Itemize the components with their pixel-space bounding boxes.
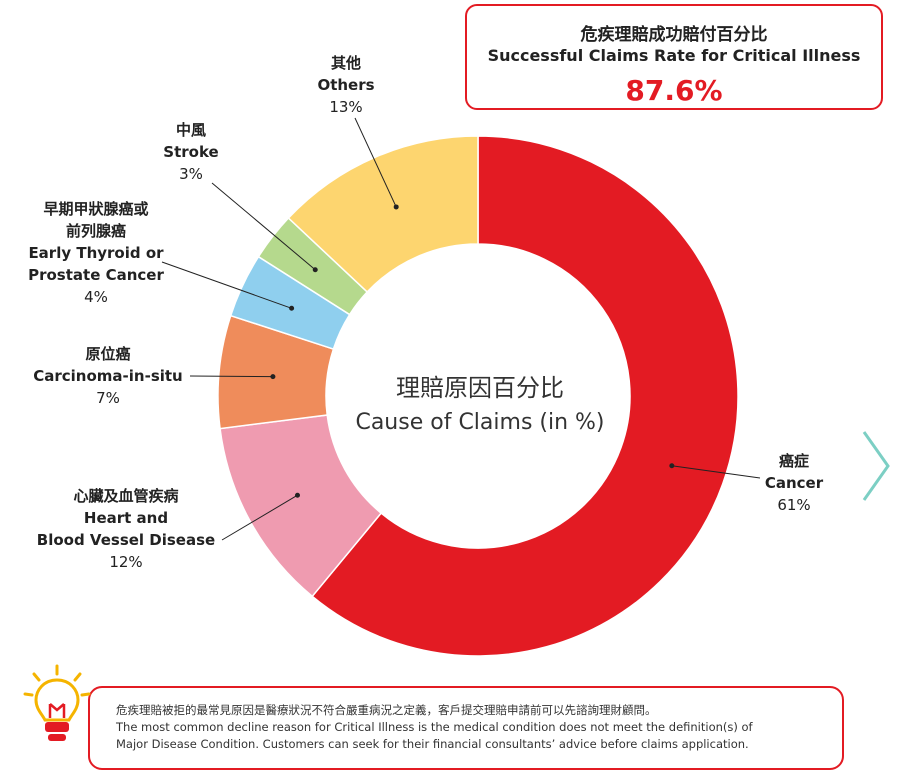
leader-dot-4 — [312, 267, 318, 273]
chevron-right-icon[interactable] — [858, 428, 892, 504]
note-en-line2: Major Disease Condition. Customers can s… — [116, 737, 749, 751]
label-early-thyroid: 早期甲狀腺癌或 前列腺癌 Early Thyroid or Prostate C… — [12, 198, 180, 308]
note-box: 危疾理賠被拒的最常見原因是醫療狀況不符合嚴重病況之定義，客戶提交理賠申請前可以先… — [88, 686, 844, 770]
label-carcinoma: 原位癌 Carcinoma-in-situ 7% — [22, 343, 194, 409]
success-rate-title-zh: 危疾理賠成功賠付百分比 — [580, 25, 768, 45]
slice-5 — [287, 135, 479, 294]
label-stroke-en: Stroke — [163, 143, 219, 161]
label-heart-en-2: Blood Vessel Disease — [36, 531, 216, 549]
leader-dot-3 — [289, 305, 295, 311]
leader-dot-1 — [294, 492, 300, 498]
leader-line-3 — [161, 261, 292, 309]
label-early-thyroid-en-1: Early Thyroid or — [28, 244, 164, 262]
lightbulb-icon — [23, 664, 91, 741]
label-heart-pct: 12% — [109, 553, 143, 571]
chart-title-zh: 理賠原因百分比 — [396, 374, 564, 402]
label-early-thyroid-zh-1: 早期甲狀腺癌或 — [43, 200, 149, 218]
label-stroke-zh: 中風 — [175, 121, 206, 139]
leader-lines — [161, 117, 761, 541]
note-text: 危疾理賠被拒的最常見原因是醫療狀況不符合嚴重病況之定義，客戶提交理賠申請前可以先… — [116, 702, 826, 753]
success-rate-box: 危疾理賠成功賠付百分比 Successful Claims Rate for C… — [465, 4, 883, 110]
label-carcinoma-pct: 7% — [96, 389, 120, 407]
label-cancer: 癌症 Cancer 61% — [744, 450, 844, 516]
chart-title-en: Cause of Claims (in %) — [355, 410, 605, 435]
label-early-thyroid-pct: 4% — [84, 288, 108, 306]
label-cancer-zh: 癌症 — [778, 452, 809, 470]
success-rate-title-en: Successful Claims Rate for Critical Illn… — [487, 46, 861, 65]
label-carcinoma-en: Carcinoma-in-situ — [33, 367, 183, 385]
leader-dot-5 — [393, 204, 399, 210]
label-early-thyroid-zh-2: 前列腺癌 — [65, 222, 126, 240]
note-zh: 危疾理賠被拒的最常見原因是醫療狀況不符合嚴重病況之定義，客戶提交理賠申請前可以先… — [116, 703, 657, 717]
label-heart: 心臟及血管疾病 Heart and Blood Vessel Disease 1… — [30, 485, 222, 573]
label-cancer-pct: 61% — [777, 496, 811, 514]
leader-line-5 — [354, 117, 397, 208]
donut-slices — [217, 135, 739, 657]
leader-line-1 — [221, 494, 298, 541]
label-stroke: 中風 Stroke 3% — [141, 119, 241, 185]
label-others-en: Others — [317, 76, 375, 94]
label-heart-zh: 心臟及血管疾病 — [73, 487, 179, 505]
leader-line-2 — [189, 375, 273, 378]
label-others-pct: 13% — [329, 98, 363, 116]
label-others: 其他 Others 13% — [296, 52, 396, 118]
note-en-line1: The most common decline reason for Criti… — [116, 720, 753, 734]
leader-dot-0 — [669, 463, 675, 469]
success-rate-value: 87.6% — [625, 74, 723, 107]
label-carcinoma-zh: 原位癌 — [85, 345, 131, 363]
label-cancer-en: Cancer — [764, 474, 824, 492]
label-others-zh: 其他 — [330, 54, 361, 72]
leader-line-0 — [671, 465, 761, 479]
slice-0 — [311, 135, 739, 657]
leader-dot-2 — [270, 374, 276, 380]
label-heart-en-1: Heart and — [83, 509, 169, 527]
leader-line-4 — [211, 182, 316, 271]
leader-dots — [270, 204, 675, 498]
label-stroke-pct: 3% — [179, 165, 203, 183]
label-early-thyroid-en-2: Prostate Cancer — [28, 266, 164, 284]
